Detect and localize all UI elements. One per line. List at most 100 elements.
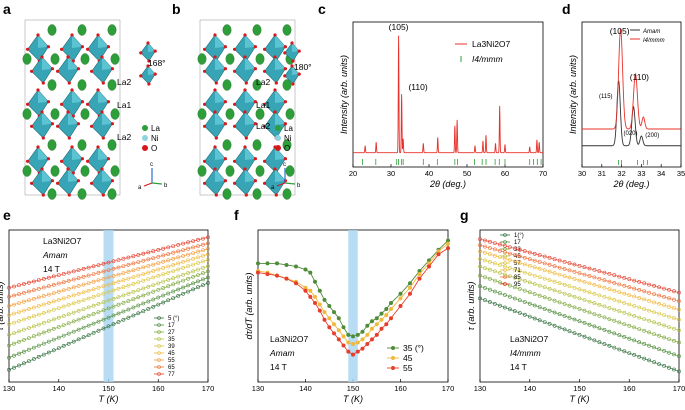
torque-point	[181, 285, 186, 290]
torque-point	[126, 269, 131, 274]
torque-point	[146, 257, 151, 262]
x-axis-label: T (K)	[570, 394, 590, 404]
derivative-point	[370, 319, 374, 324]
octahedron-o-atom	[100, 55, 104, 59]
torque-point	[111, 274, 116, 278]
x-tick-label: 30	[578, 169, 586, 178]
panel-annotation: I4/mmm	[510, 348, 541, 358]
octahedron-o-atom	[233, 47, 237, 51]
octahedron-face	[102, 57, 113, 70]
torque-point	[66, 278, 71, 283]
octahedron-o-atom	[243, 55, 247, 59]
legend-label: 45	[168, 351, 175, 357]
torque-point	[497, 263, 502, 267]
torque-point	[552, 323, 557, 328]
axis-arrow-a-a	[143, 182, 153, 187]
octahedron-o-atom	[101, 81, 105, 85]
derivative-point	[317, 308, 322, 313]
la-atom	[225, 108, 235, 120]
torque-point	[512, 246, 517, 251]
torque-point	[672, 326, 676, 331]
octahedron-o-atom	[46, 157, 51, 161]
torque-point	[131, 289, 136, 294]
torque-point	[627, 277, 632, 282]
torque-point	[196, 273, 200, 278]
torque-point	[91, 272, 96, 277]
octahedron-face	[102, 112, 113, 125]
torque-point	[17, 351, 21, 356]
legend-o-a: O	[151, 144, 157, 153]
octahedron-o-atom	[40, 55, 44, 59]
derivative-point	[351, 342, 355, 346]
octahedron-face	[102, 169, 113, 182]
torque-point	[126, 307, 131, 312]
octahedron-o-atom	[66, 55, 70, 59]
octahedron-o-atom	[214, 81, 218, 85]
torque-point	[66, 270, 71, 275]
torque-point	[597, 326, 602, 331]
torque-point	[151, 249, 156, 254]
torque-point	[186, 264, 191, 269]
derivative-point	[417, 276, 422, 281]
torque-point	[577, 287, 582, 292]
torque-point	[522, 312, 527, 317]
torque-point	[71, 329, 76, 334]
legend-label: 57	[514, 261, 521, 267]
torque-point	[602, 270, 607, 275]
axis-arrow-b-a	[151, 182, 163, 185]
torque-point	[17, 301, 21, 306]
torque-point	[522, 288, 527, 293]
y-axis-label: Intensity (arb. units)	[339, 55, 349, 134]
torque-point	[677, 328, 681, 333]
torque-point	[637, 327, 642, 332]
x-tick-label: 160	[394, 384, 407, 393]
torque-point	[672, 352, 676, 357]
derivative-point	[408, 291, 412, 296]
torque-point	[111, 313, 116, 318]
torque-point	[46, 339, 51, 344]
torque-point	[166, 245, 171, 250]
torque-point	[46, 275, 51, 280]
torque-point	[502, 264, 507, 269]
peak-label-110-red: (110)	[630, 72, 649, 82]
panel-label-a: a	[3, 1, 11, 17]
torque-point	[487, 246, 492, 250]
inset-octahedron-a-top-o-atom	[139, 51, 143, 55]
torque-point	[106, 282, 111, 287]
torque-point	[116, 311, 121, 316]
torque-point	[141, 251, 146, 256]
octahedron-face	[215, 90, 226, 103]
octahedron-o-atom	[50, 179, 55, 183]
torque-point	[136, 288, 141, 293]
torque-point	[677, 290, 681, 295]
octahedron-o-atom	[214, 136, 218, 140]
torque-point	[81, 266, 86, 271]
la-atom	[222, 188, 232, 200]
torque-point	[627, 285, 632, 290]
torque-point	[522, 300, 527, 304]
torque-point	[32, 279, 36, 284]
torque-point	[612, 318, 617, 323]
torque-point	[201, 271, 205, 276]
la-atom	[47, 188, 57, 200]
torque-point	[517, 311, 522, 315]
octahedron-o-atom	[106, 100, 110, 104]
inset-octahedron-b-bottom-face	[292, 66, 300, 75]
plot-frame	[581, 21, 682, 168]
y-axis-label: τ (arb. units)	[0, 282, 5, 331]
torque-point	[582, 298, 587, 302]
torque-point	[492, 278, 497, 283]
torque-point	[647, 282, 652, 287]
torque-point	[622, 349, 627, 354]
octahedron-o-atom	[70, 88, 74, 92]
xrd-profile-la3ni2o7	[353, 35, 543, 154]
derivative-point	[355, 332, 360, 337]
torque-point	[36, 343, 41, 348]
torque-point	[607, 329, 612, 334]
torque-curve	[479, 238, 680, 293]
torque-point	[502, 250, 507, 255]
torque-point	[41, 285, 46, 290]
torque-point	[562, 267, 567, 271]
torque-point	[36, 312, 41, 317]
torque-point	[96, 293, 101, 298]
